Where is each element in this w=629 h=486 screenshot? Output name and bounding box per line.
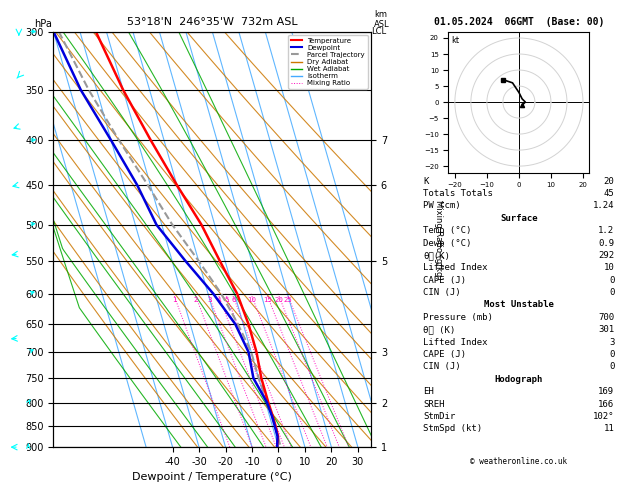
Text: 0: 0 xyxy=(609,288,615,297)
Text: SREH: SREH xyxy=(423,399,445,409)
Text: 3: 3 xyxy=(207,297,211,303)
Text: 25: 25 xyxy=(284,297,292,303)
Text: LCL: LCL xyxy=(371,27,386,36)
Text: Temp (°C): Temp (°C) xyxy=(423,226,472,235)
Text: Surface: Surface xyxy=(500,214,538,223)
Text: PW (cm): PW (cm) xyxy=(423,201,461,210)
Text: 10: 10 xyxy=(604,263,615,272)
Text: Dewp (°C): Dewp (°C) xyxy=(423,239,472,247)
Text: Lifted Index: Lifted Index xyxy=(423,338,488,347)
Text: 11: 11 xyxy=(604,424,615,434)
Text: 15: 15 xyxy=(264,297,272,303)
Text: 700: 700 xyxy=(598,313,615,322)
Text: 166: 166 xyxy=(598,399,615,409)
Text: Pressure (mb): Pressure (mb) xyxy=(423,313,493,322)
Text: θᴇ (K): θᴇ (K) xyxy=(423,325,455,334)
Text: Hodograph: Hodograph xyxy=(495,375,543,384)
Text: CAPE (J): CAPE (J) xyxy=(423,350,467,359)
Text: 10: 10 xyxy=(248,297,257,303)
Text: 301: 301 xyxy=(598,325,615,334)
Text: 20: 20 xyxy=(604,176,615,186)
Text: Lifted Index: Lifted Index xyxy=(423,263,488,272)
Text: Totals Totals: Totals Totals xyxy=(423,189,493,198)
Text: 6: 6 xyxy=(231,297,236,303)
Text: 0.9: 0.9 xyxy=(598,239,615,247)
Text: 01.05.2024  06GMT  (Base: 00): 01.05.2024 06GMT (Base: 00) xyxy=(434,17,604,27)
Text: 1.24: 1.24 xyxy=(593,201,615,210)
Text: km
ASL: km ASL xyxy=(374,10,390,29)
Text: 3: 3 xyxy=(609,338,615,347)
Text: CAPE (J): CAPE (J) xyxy=(423,276,467,285)
Text: 45: 45 xyxy=(604,189,615,198)
Text: 4: 4 xyxy=(217,297,221,303)
Text: EH: EH xyxy=(423,387,434,396)
Text: 20: 20 xyxy=(275,297,284,303)
Text: CIN (J): CIN (J) xyxy=(423,288,461,297)
Text: 292: 292 xyxy=(598,251,615,260)
Text: 53°18'N  246°35'W  732m ASL: 53°18'N 246°35'W 732m ASL xyxy=(127,17,298,27)
Y-axis label: Mixing Ratio (g/kg): Mixing Ratio (g/kg) xyxy=(433,200,443,279)
Text: StmDir: StmDir xyxy=(423,412,455,421)
X-axis label: Dewpoint / Temperature (°C): Dewpoint / Temperature (°C) xyxy=(132,472,292,483)
Text: 102°: 102° xyxy=(593,412,615,421)
Text: 1.2: 1.2 xyxy=(598,226,615,235)
Text: StmSpd (kt): StmSpd (kt) xyxy=(423,424,482,434)
Text: © weatheronline.co.uk: © weatheronline.co.uk xyxy=(470,457,567,466)
Text: θᴇ(K): θᴇ(K) xyxy=(423,251,450,260)
Text: 2: 2 xyxy=(194,297,198,303)
Text: K: K xyxy=(423,176,429,186)
Text: kt: kt xyxy=(451,36,459,45)
Legend: Temperature, Dewpoint, Parcel Trajectory, Dry Adiabat, Wet Adiabat, Isotherm, Mi: Temperature, Dewpoint, Parcel Trajectory… xyxy=(289,35,367,89)
Text: 0: 0 xyxy=(609,276,615,285)
Text: 0: 0 xyxy=(609,350,615,359)
Text: Most Unstable: Most Unstable xyxy=(484,300,554,310)
Text: 0: 0 xyxy=(609,363,615,371)
Text: 5: 5 xyxy=(225,297,229,303)
Text: hPa: hPa xyxy=(35,19,52,29)
Text: CIN (J): CIN (J) xyxy=(423,363,461,371)
Text: 169: 169 xyxy=(598,387,615,396)
Text: 1: 1 xyxy=(172,297,177,303)
